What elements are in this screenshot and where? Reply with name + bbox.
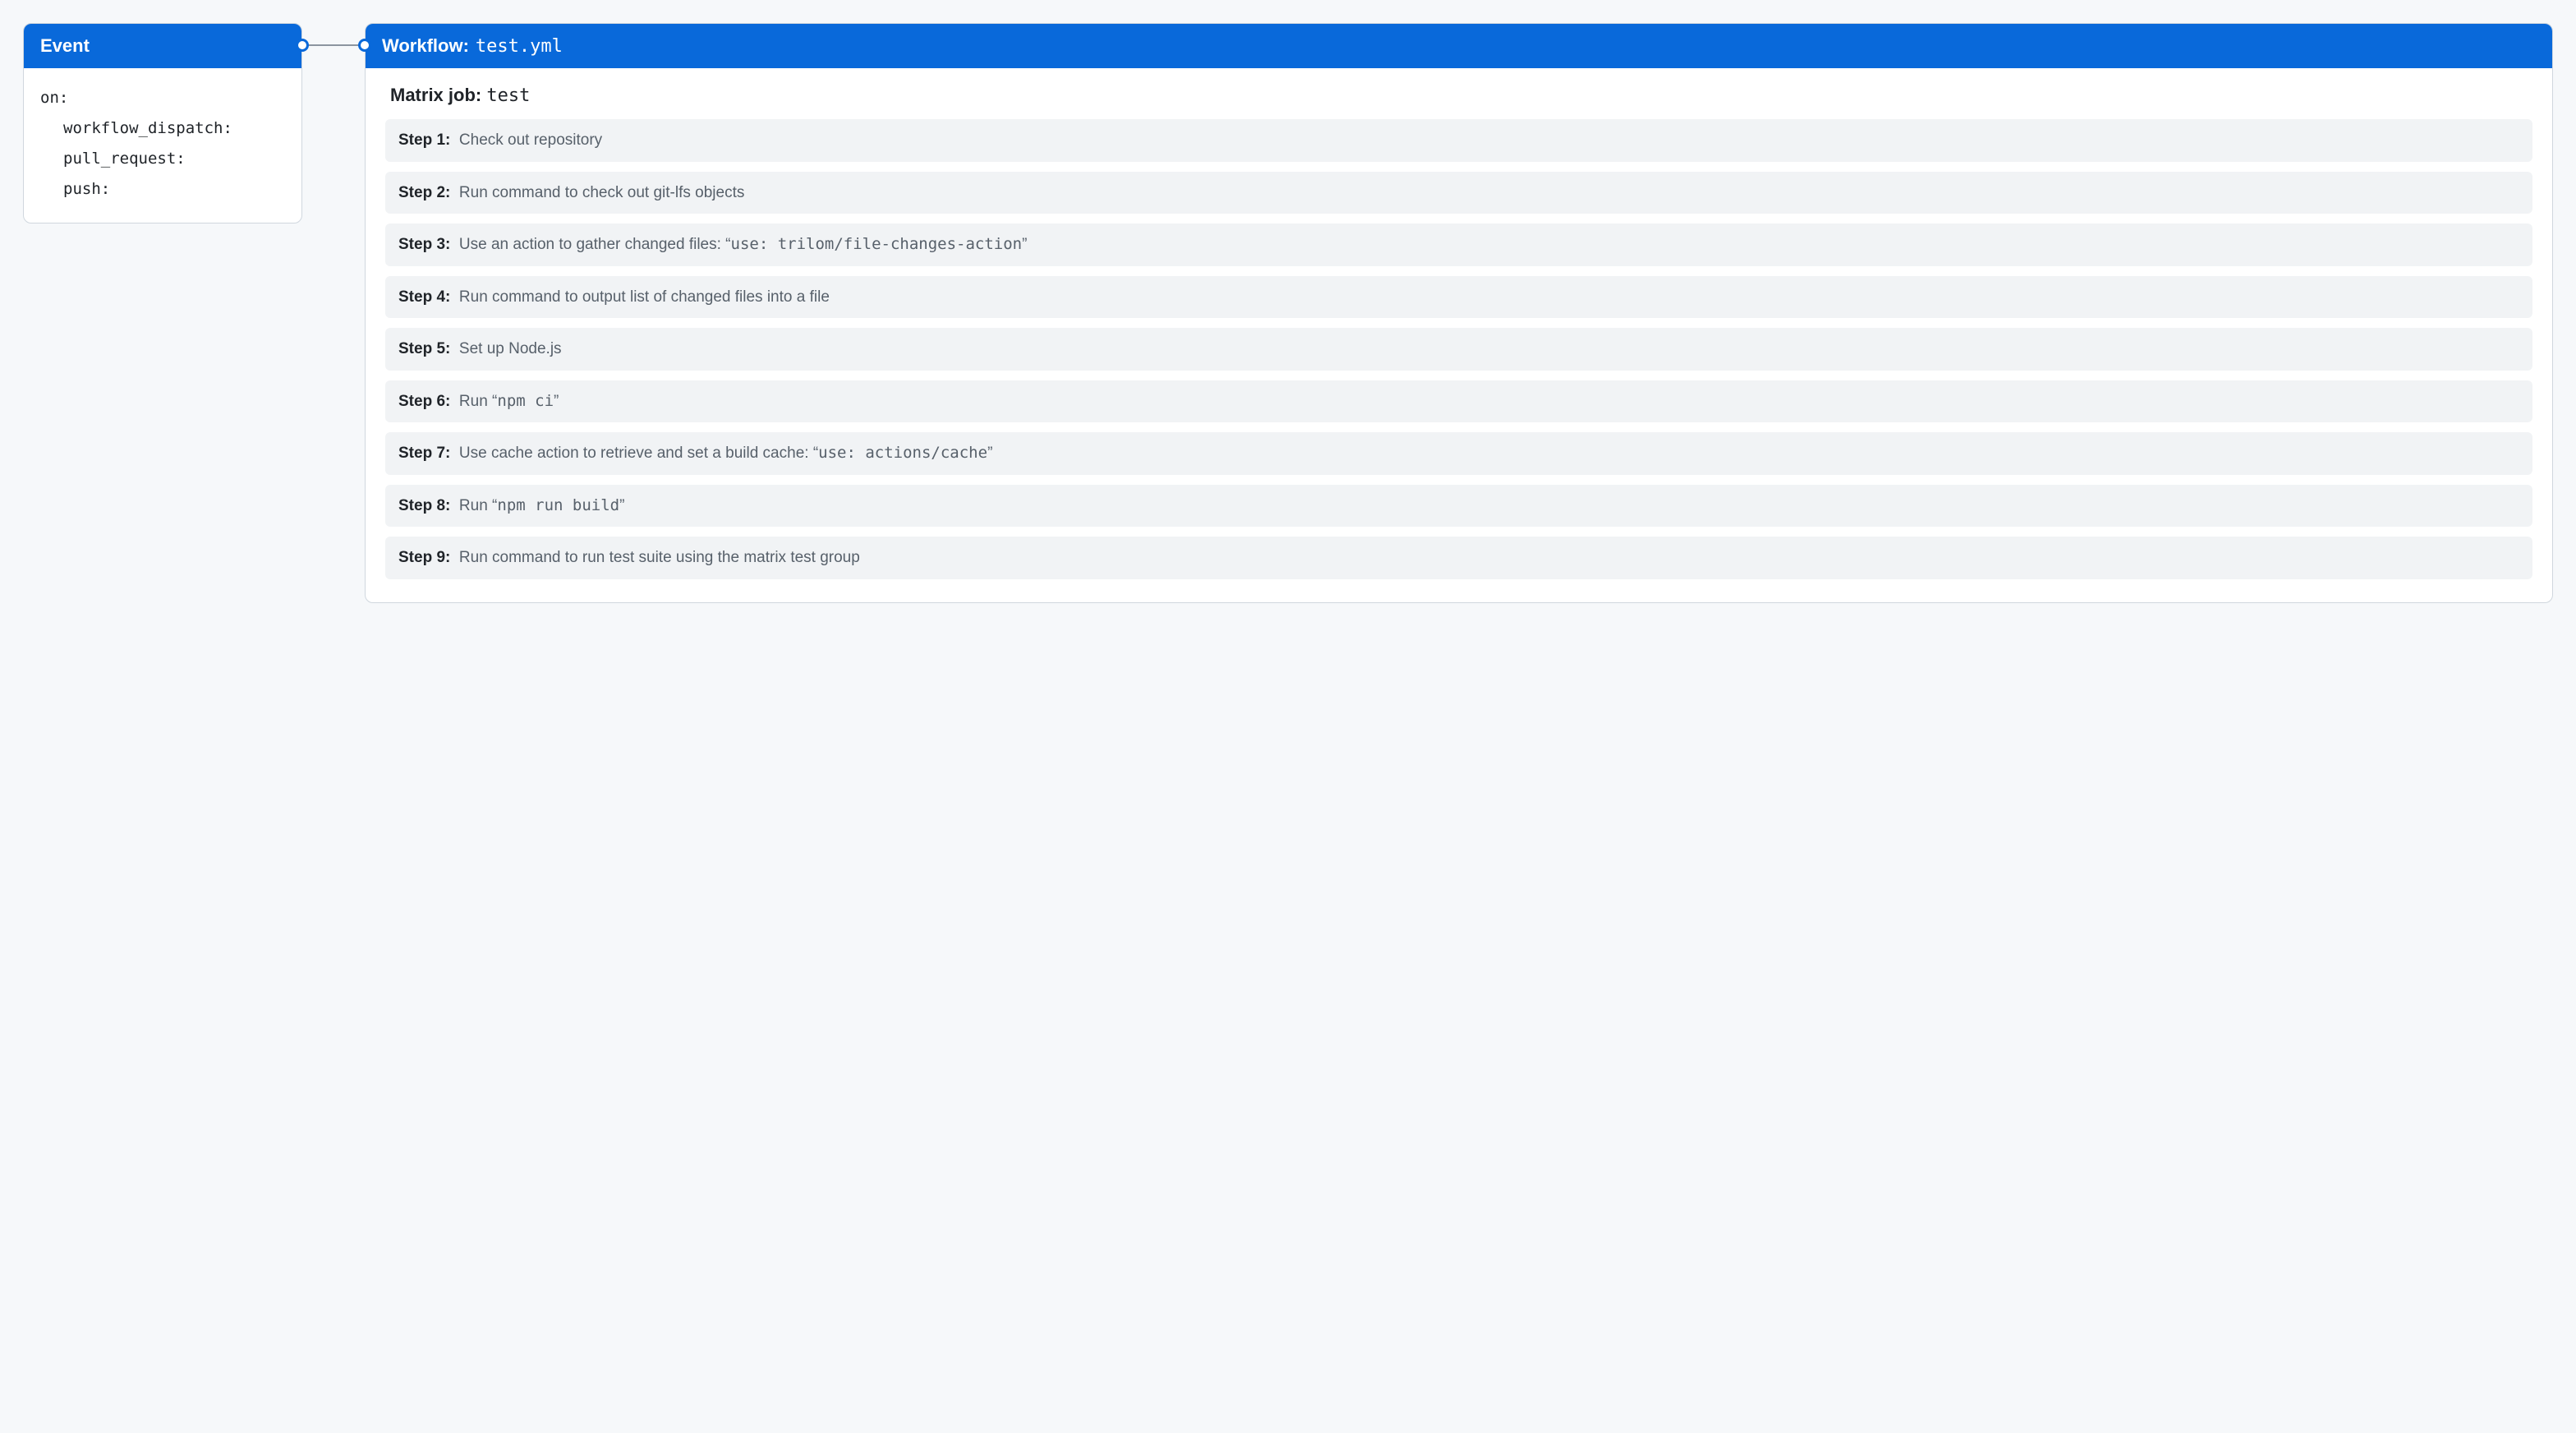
event-title: Event: [40, 35, 90, 57]
connector-dot-right: [358, 39, 371, 52]
step-code: use: actions/cache: [818, 444, 987, 462]
step-row: Step 5: Set up Node.js: [385, 328, 2532, 371]
workflow-card-header: Workflow: test.yml: [366, 24, 2552, 68]
step-desc-post: ”: [619, 497, 624, 514]
step-code: use: trilom/file-changes-action: [731, 235, 1023, 253]
step-desc: Run command to run test suite using the …: [459, 549, 860, 566]
step-label: Step 2:: [398, 184, 459, 201]
matrix-job-title: Matrix job: test: [385, 85, 2532, 106]
step-row: Step 3: Use an action to gather changed …: [385, 223, 2532, 266]
event-card: Event on: workflow_dispatch: pull_reques…: [23, 23, 302, 223]
connector-line: [301, 44, 366, 46]
step-label: Step 5:: [398, 340, 459, 357]
workflow-filename: test.yml: [476, 36, 563, 57]
step-desc: Run command to check out git-lfs objects: [459, 184, 744, 201]
step-label: Step 4:: [398, 288, 459, 306]
step-code: npm run build: [497, 496, 619, 514]
step-code: npm ci: [497, 392, 554, 410]
step-desc-post: ”: [987, 445, 992, 462]
workflow-title-label: Workflow:: [382, 35, 469, 57]
step-desc: Set up Node.js: [459, 340, 562, 357]
event-trigger: workflow_dispatch:: [40, 113, 285, 144]
step-label: Step 8:: [398, 497, 459, 514]
event-trigger: pull_request:: [40, 144, 285, 174]
step-row: Step 1: Check out repository: [385, 119, 2532, 162]
step-desc: Run command to output list of changed fi…: [459, 288, 830, 306]
matrix-job-name: test: [486, 85, 530, 106]
step-label: Step 6:: [398, 393, 459, 410]
connector: [302, 23, 365, 66]
workflow-diagram: Event on: workflow_dispatch: pull_reques…: [23, 23, 2553, 603]
step-desc: Use an action to gather changed files: “: [459, 236, 731, 253]
step-desc-post: ”: [554, 393, 559, 410]
event-card-header: Event: [24, 24, 301, 68]
step-row: Step 8: Run “npm run build”: [385, 485, 2532, 528]
event-trigger: push:: [40, 174, 285, 205]
step-desc: Use cache action to retrieve and set a b…: [459, 445, 818, 462]
step-label: Step 7:: [398, 445, 459, 462]
step-label: Step 1:: [398, 131, 459, 149]
event-card-body: on: workflow_dispatch: pull_request: pus…: [24, 68, 301, 223]
step-desc: Run “: [459, 497, 497, 514]
matrix-job-label: Matrix job:: [390, 85, 481, 105]
step-row: Step 9: Run command to run test suite us…: [385, 537, 2532, 579]
connector-dot-left: [296, 39, 309, 52]
step-row: Step 2: Run command to check out git-lfs…: [385, 172, 2532, 214]
step-row: Step 4: Run command to output list of ch…: [385, 276, 2532, 319]
workflow-card: Workflow: test.yml Matrix job: test Step…: [365, 23, 2553, 603]
step-desc-post: ”: [1022, 236, 1027, 253]
event-yaml-root: on:: [40, 83, 285, 113]
step-desc: Check out repository: [459, 131, 602, 149]
steps-list: Step 1: Check out repository Step 2: Run …: [385, 119, 2532, 579]
step-label: Step 9:: [398, 549, 459, 566]
step-row: Step 7: Use cache action to retrieve and…: [385, 432, 2532, 475]
step-row: Step 6: Run “npm ci”: [385, 380, 2532, 423]
step-desc: Run “: [459, 393, 497, 410]
step-label: Step 3:: [398, 236, 459, 253]
workflow-card-body: Matrix job: test Step 1: Check out repos…: [366, 68, 2552, 602]
